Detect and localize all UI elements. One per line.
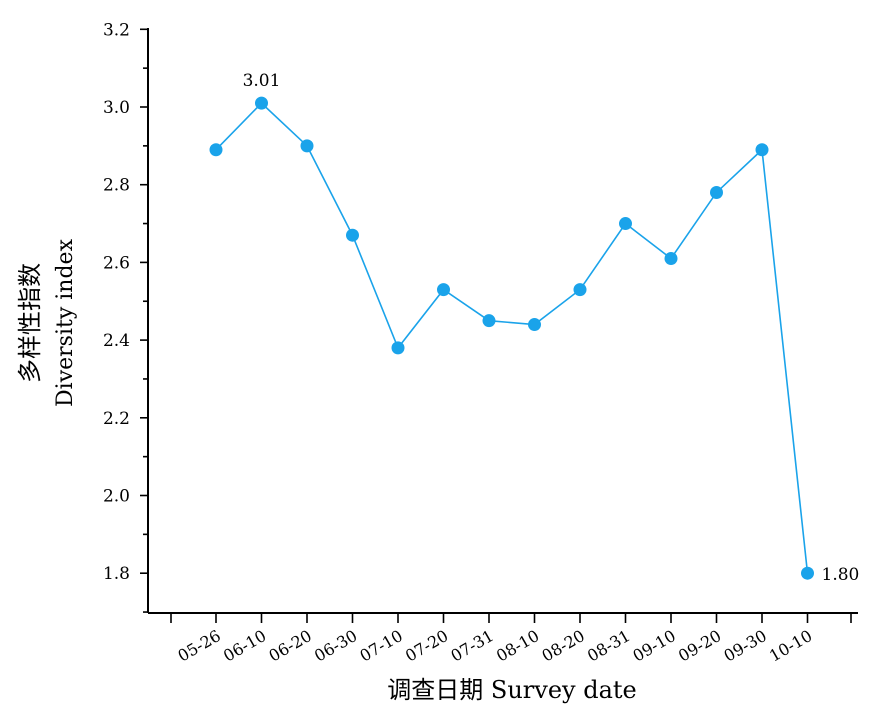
x-tick-label: 06-10 [220,626,269,666]
x-tick-label: 05-26 [175,626,224,666]
y-tick-label: 2.2 [103,409,130,429]
data-point [346,228,359,242]
y-axis-title-line1: 多样性指数 [16,263,44,383]
data-point [664,252,678,266]
data-point [619,217,632,231]
x-tick-label: 09-10 [630,626,679,666]
data-point [209,143,223,157]
series-diversity-index [209,96,814,580]
x-tick-label: 09-30 [721,626,770,666]
x-tick-label: 10-10 [766,626,815,666]
data-point [300,139,314,153]
data-point [710,185,723,199]
data-label: 1.80 [822,565,860,585]
x-tick-label: 08-10 [493,626,542,666]
data-point [255,96,268,110]
data-point [437,283,450,297]
data-point [755,143,769,157]
y-axis: 1.8 2.0 2.2 2.4 2.6 2.8 3.0 3.2 [103,20,149,613]
data-label: 3.01 [243,71,281,91]
x-tick-label: 07-10 [357,626,406,666]
data-point [482,314,496,328]
y-tick-label: 2.8 [103,176,130,196]
x-axis-title: 调查日期 Survey date [387,676,636,704]
x-tick-label: 06-20 [266,626,315,666]
data-point [573,283,587,297]
series-line [215,101,809,574]
y-tick-label: 2.0 [103,487,130,507]
data-labels: 3.01 1.80 [243,71,860,585]
y-tick-label: 2.4 [103,331,130,351]
y-tick-label: 3.0 [103,98,130,118]
y-tick-label: 2.6 [103,253,130,273]
x-tick-label: 06-30 [311,626,360,666]
data-point [391,341,405,355]
x-tick-label: 08-31 [584,626,633,666]
x-tick-label: 07-31 [448,626,497,666]
y-axis-title-line2: Diversity index [53,238,78,407]
y-tick-label: 3.2 [103,20,130,40]
x-axis: 05-2606-1006-2006-3007-1007-2007-3108-10… [148,612,858,666]
y-tick-label: 1.8 [103,564,130,584]
x-tick-label: 09-20 [675,626,724,666]
x-tick-label: 08-20 [539,626,588,666]
x-tick-label: 07-20 [402,626,451,666]
data-point [801,566,814,580]
data-point [528,318,541,332]
